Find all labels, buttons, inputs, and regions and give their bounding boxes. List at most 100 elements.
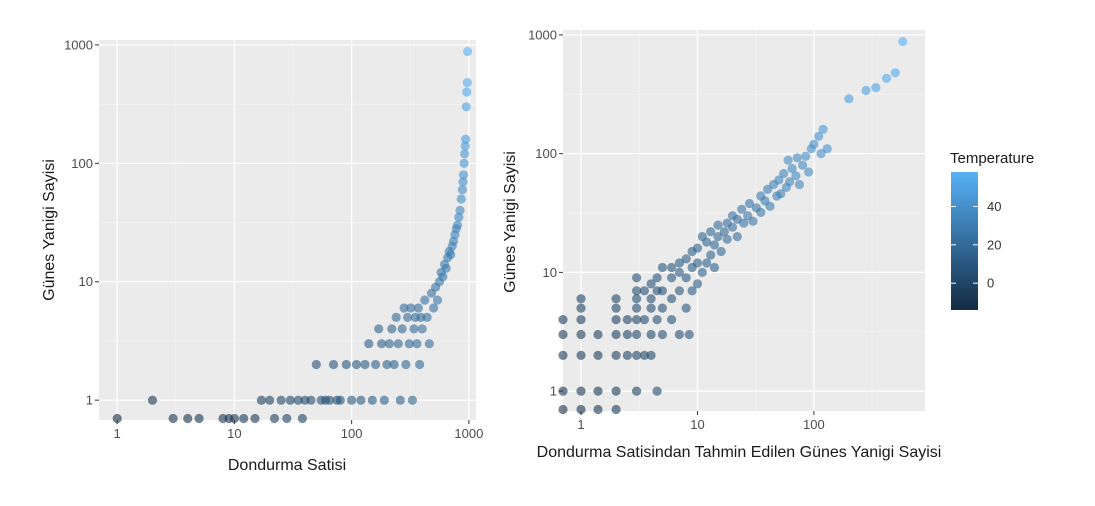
data-point xyxy=(611,404,621,415)
data-point xyxy=(420,295,430,305)
chart-left-x-axis-title: Dondurma Satisi xyxy=(228,457,346,474)
data-point xyxy=(374,324,384,334)
data-point xyxy=(709,240,720,250)
data-point xyxy=(461,134,471,144)
data-point xyxy=(611,315,621,325)
data-point xyxy=(674,329,685,340)
data-point xyxy=(822,144,832,154)
legend-break-label: 40 xyxy=(987,199,1001,214)
data-point xyxy=(576,386,586,396)
data-point xyxy=(147,395,158,405)
data-point xyxy=(692,279,703,289)
data-point xyxy=(737,204,747,214)
data-point xyxy=(285,395,295,405)
data-point xyxy=(347,395,357,405)
data-point xyxy=(413,303,423,313)
data-point xyxy=(681,254,691,264)
data-point xyxy=(674,267,685,277)
data-point xyxy=(898,36,908,47)
data-point xyxy=(460,149,470,159)
data-point xyxy=(657,329,668,340)
data-point xyxy=(791,171,801,181)
data-point xyxy=(744,198,755,209)
data-point xyxy=(646,294,656,304)
data-point xyxy=(282,413,292,424)
y-tick-label: 100 xyxy=(535,146,557,161)
y-tick-label: 100 xyxy=(71,156,93,171)
data-point xyxy=(804,167,814,177)
data-point xyxy=(576,303,586,313)
data-point xyxy=(360,359,370,370)
data-point xyxy=(783,155,793,165)
data-point xyxy=(787,163,797,174)
data-point xyxy=(756,207,766,217)
data-point xyxy=(429,303,439,313)
chart-left-x-ticks: 1 10 100 1000 xyxy=(114,420,483,441)
data-point xyxy=(306,395,316,405)
data-point xyxy=(424,339,434,349)
data-point xyxy=(632,386,642,396)
data-point xyxy=(774,175,784,185)
data-point xyxy=(194,413,204,424)
legend-colorbar xyxy=(951,172,978,310)
chart-left-minor-grid xyxy=(99,40,476,420)
x-tick-label: 100 xyxy=(803,417,825,432)
data-point xyxy=(814,131,824,141)
data-point xyxy=(406,303,416,313)
legend: Temperature 0 20 40 xyxy=(950,150,1034,310)
data-point xyxy=(748,216,758,226)
data-point xyxy=(727,222,738,232)
data-point xyxy=(611,303,621,313)
legend-break-label: 20 xyxy=(987,237,1001,252)
chart-left-panel xyxy=(99,40,476,420)
data-point xyxy=(457,185,467,195)
data-point xyxy=(593,386,603,396)
data-point xyxy=(706,227,716,237)
data-point xyxy=(459,158,469,168)
data-point xyxy=(639,315,650,325)
data-point xyxy=(412,339,422,349)
data-point xyxy=(239,413,249,424)
data-point xyxy=(250,413,260,424)
data-point xyxy=(367,395,377,405)
y-tick-label: 10 xyxy=(79,274,93,289)
data-point xyxy=(861,85,871,96)
data-point xyxy=(632,286,642,296)
data-point xyxy=(461,102,471,112)
data-point xyxy=(681,273,691,283)
data-point xyxy=(462,78,472,88)
chart-right-y-ticks: 1 10 100 1000 xyxy=(528,27,563,399)
data-point xyxy=(881,73,892,83)
data-point xyxy=(639,286,650,296)
chart-right-x-ticks: 1 10 100 xyxy=(577,411,825,432)
data-point xyxy=(794,179,805,190)
x-tick-label: 1000 xyxy=(454,426,483,441)
data-point xyxy=(311,359,321,370)
data-point xyxy=(558,329,568,340)
chart-left-y-ticks: 1 10 100 1000 xyxy=(64,37,99,408)
chart-left: 1 10 100 1000 1 10 100 1000 Dondurma Satisi Gü… xyxy=(41,37,483,474)
data-point xyxy=(401,359,411,370)
data-point xyxy=(404,339,414,349)
x-tick-label: 1 xyxy=(114,426,121,441)
data-point xyxy=(454,212,464,222)
chart-right-x-axis-title: Dondurma Satisindan Tahmin Edilen Günes … xyxy=(537,444,942,461)
legend-breaks: 0 20 40 xyxy=(951,199,1001,291)
data-point xyxy=(382,359,392,370)
data-point xyxy=(632,350,642,360)
data-point xyxy=(667,294,677,304)
data-point xyxy=(558,404,568,415)
x-tick-label: 10 xyxy=(227,426,241,441)
data-point xyxy=(719,227,729,237)
data-point xyxy=(458,177,468,187)
data-point xyxy=(432,295,443,305)
chart-left-points xyxy=(112,46,473,424)
data-point xyxy=(646,303,656,313)
data-point xyxy=(364,339,374,349)
legend-title: Temperature xyxy=(950,150,1034,167)
data-point xyxy=(576,294,586,304)
data-point xyxy=(622,329,633,340)
data-point xyxy=(692,258,703,268)
chart-right-major-grid xyxy=(563,30,925,411)
data-point xyxy=(265,395,275,405)
